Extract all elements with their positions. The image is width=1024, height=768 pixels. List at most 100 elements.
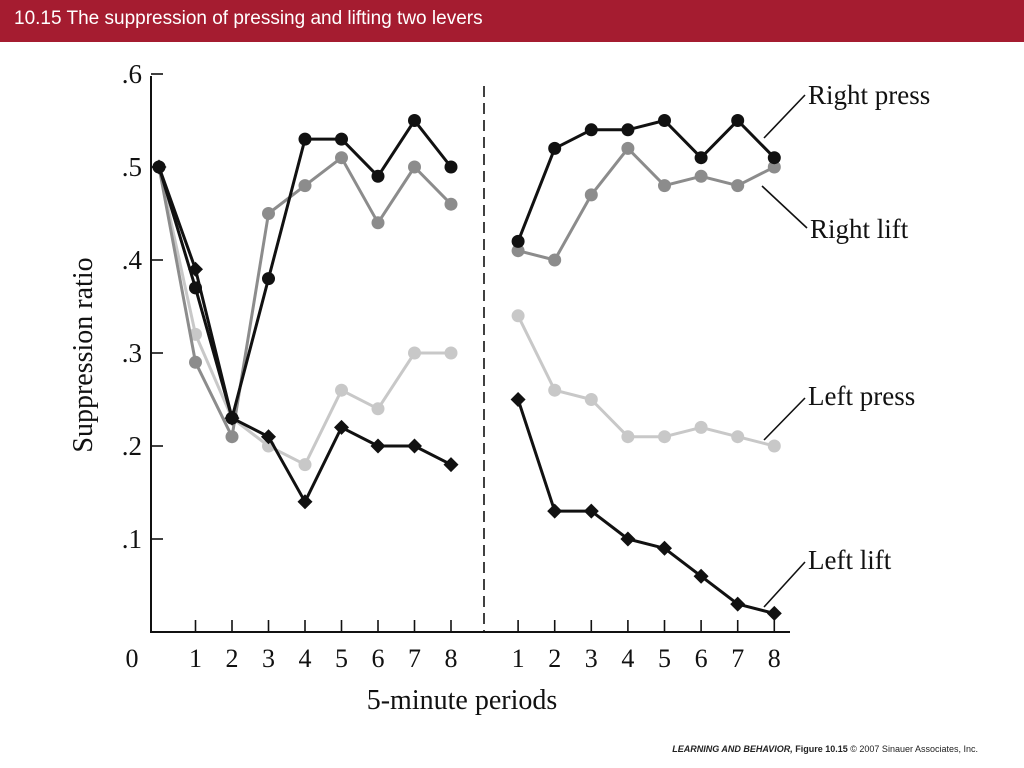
point-right-press	[371, 169, 385, 183]
y-tick-label: .1	[122, 524, 142, 554]
point-left-press	[621, 430, 635, 444]
point-left-press	[584, 393, 598, 406]
point-right-lift	[584, 188, 598, 202]
x-tick-label-origin: 0	[126, 644, 139, 673]
point-left-lift	[657, 540, 672, 556]
point-left-lift	[407, 438, 422, 454]
callout-line-left-press	[763, 397, 806, 441]
x-tick-label: 6	[372, 644, 385, 673]
point-left-lift	[693, 568, 709, 584]
point-left-lift	[224, 410, 240, 426]
point-left-press	[444, 346, 458, 360]
point-left-lift	[297, 494, 313, 510]
point-left-press	[694, 420, 708, 434]
y-axis-label: Suppression ratio	[68, 257, 99, 452]
x-tick-label: 8	[445, 644, 458, 673]
point-left-lift	[766, 605, 782, 621]
point-right-lift	[189, 355, 202, 369]
point-right-lift	[408, 160, 421, 174]
point-left-press	[658, 430, 671, 444]
callout-label-left-lift: Left lift	[808, 545, 892, 575]
slide-title: 10.15 The suppression of pressing and li…	[14, 8, 483, 29]
point-right-lift	[548, 253, 562, 267]
point-left-press	[767, 439, 781, 453]
point-left-press	[371, 402, 385, 416]
point-right-lift	[444, 197, 458, 211]
point-right-press	[621, 123, 635, 137]
point-right-lift	[767, 160, 781, 174]
point-left-press	[731, 430, 745, 444]
credit-copyright: © 2007 Sinauer Associates, Inc.	[850, 744, 978, 754]
credit-figure: Figure 10.15	[795, 744, 848, 754]
point-left-lift	[547, 503, 563, 519]
slide-header: 10.15 The suppression of pressing and li…	[0, 0, 1024, 42]
x-tick-label: 6	[695, 644, 708, 673]
x-tick-label: 3	[262, 644, 275, 673]
figure-credit: LEARNING AND BEHAVIOR, Figure 10.15 © 20…	[672, 744, 978, 754]
point-left-press	[408, 346, 421, 360]
series-line-left-press	[516, 315, 775, 448]
x-tick-label: 1	[189, 644, 202, 673]
point-right-press	[408, 114, 421, 127]
credit-book: LEARNING AND BEHAVIOR,	[672, 744, 793, 754]
series-line-right-press	[516, 119, 776, 242]
point-left-lift	[188, 261, 203, 277]
point-right-lift	[511, 244, 525, 258]
point-right-press	[511, 234, 525, 248]
y-tick-label: .2	[122, 431, 142, 461]
x-tick-label: 1	[512, 644, 525, 673]
callout-label-left-press: Left press	[808, 381, 915, 411]
point-left-lift	[583, 503, 599, 519]
point-left-lift	[730, 596, 746, 612]
x-tick-label: 2	[548, 644, 561, 673]
y-tick-label: .4	[122, 245, 143, 275]
x-tick-label: 7	[731, 644, 744, 673]
point-right-lift	[262, 207, 275, 220]
point-right-press	[731, 114, 745, 127]
point-left-press	[548, 383, 562, 397]
point-left-lift	[151, 159, 167, 175]
point-right-lift	[621, 141, 635, 155]
callout-label-right-press: Right press	[808, 80, 930, 110]
point-right-press	[262, 272, 275, 286]
y-tick-label: .3	[122, 338, 142, 368]
callout-line-left-lift	[763, 561, 806, 608]
point-right-lift	[694, 169, 708, 183]
point-left-lift	[510, 392, 526, 407]
point-left-lift	[261, 429, 276, 445]
callout-line-right-press	[763, 94, 806, 139]
point-right-press	[694, 151, 708, 165]
point-right-press	[658, 114, 671, 127]
point-left-lift	[443, 457, 459, 473]
y-tick-label: .6	[122, 59, 142, 89]
x-axis-label: 5-minute periods	[367, 685, 558, 716]
point-right-press	[335, 132, 348, 146]
x-tick-label: 4	[621, 644, 634, 673]
point-right-press	[767, 151, 781, 165]
callout-line-right-lift	[761, 185, 808, 229]
point-right-press	[444, 160, 458, 174]
callout-label-right-lift: Right lift	[810, 214, 909, 244]
point-right-press	[548, 141, 562, 155]
point-right-lift	[335, 151, 348, 165]
point-left-lift	[620, 531, 636, 547]
point-right-lift	[298, 179, 312, 193]
x-tick-label: 3	[585, 644, 598, 673]
point-left-press	[335, 383, 348, 397]
point-left-lift	[370, 438, 386, 454]
y-tick-label: .5	[122, 152, 142, 182]
series-line-left-lift	[157, 166, 452, 504]
series-line-right-lift	[517, 146, 775, 262]
point-left-lift	[334, 419, 349, 435]
x-tick-label: 4	[299, 644, 312, 673]
point-right-lift	[731, 179, 745, 193]
point-right-press	[298, 132, 312, 146]
point-right-lift	[225, 430, 239, 444]
x-tick-label: 8	[768, 644, 781, 673]
point-left-press	[298, 458, 312, 472]
x-tick-label: 7	[408, 644, 421, 673]
point-right-press	[584, 123, 598, 137]
point-right-lift	[658, 179, 671, 193]
x-tick-label: 5	[658, 644, 671, 673]
